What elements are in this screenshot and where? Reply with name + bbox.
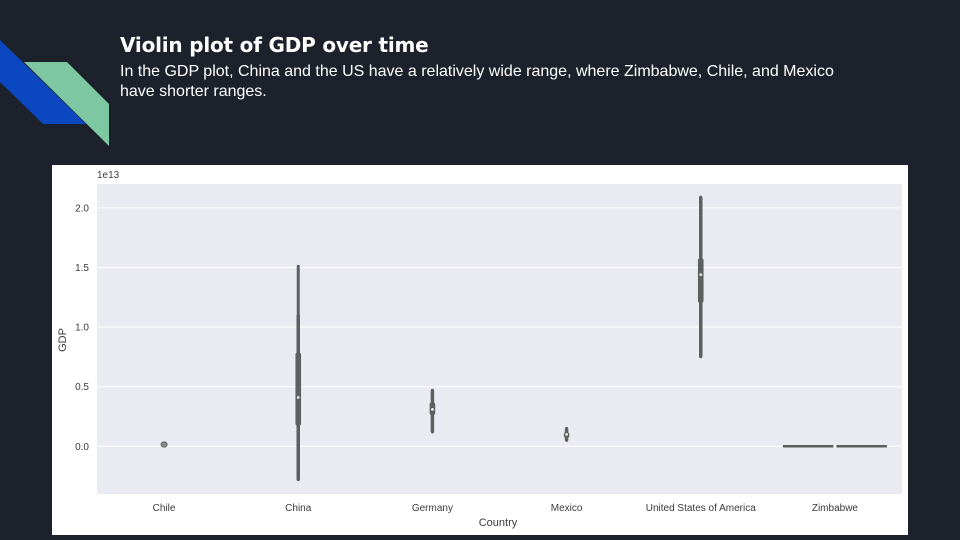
violins	[160, 195, 888, 482]
y-tick-label: 1.5	[75, 263, 89, 274]
x-tick-label: Zimbabwe	[812, 503, 859, 514]
x-tick-label: Chile	[153, 503, 176, 514]
x-tick-label: China	[285, 503, 312, 514]
median-dot	[699, 273, 703, 276]
violin-china	[295, 264, 302, 482]
blue-stripe-shape	[0, 40, 86, 124]
y-tick-labels: 0.0 0.5 1.0 1.5 2.0	[75, 203, 89, 452]
violin-mexico	[563, 426, 570, 442]
median-dot	[296, 396, 300, 399]
iqr-box	[295, 352, 302, 427]
x-tick-label: Mexico	[551, 503, 583, 514]
y-tick-label: 2.0	[75, 203, 89, 214]
y-axis-label: GDP	[57, 328, 69, 352]
slide-subtitle: In the GDP plot, China and the US have a…	[120, 63, 834, 100]
violin-united-states-of-america	[697, 195, 704, 359]
violin-chart: 0.0 0.5 1.0 1.5 2.0 Chile China Germany Mexico U…	[57, 170, 902, 529]
median-dot	[833, 444, 837, 448]
slide-title: Violin plot of GDP over time	[120, 33, 429, 57]
chart-card: 0.0 0.5 1.0 1.5 2.0 Chile China Germany Mexico U…	[52, 165, 908, 535]
green-stripe-shape	[24, 62, 109, 146]
corner-decoration	[0, 40, 109, 146]
median-dot	[565, 433, 568, 436]
violin-zimbabwe	[782, 444, 888, 448]
y-tick-label: 0.0	[75, 442, 89, 453]
violin-body	[160, 441, 168, 448]
y-scale-label: 1e13	[97, 170, 120, 181]
x-tick-labels: Chile China Germany Mexico United States of …	[153, 503, 859, 514]
x-tick-label: Germany	[412, 503, 453, 514]
median-dot	[431, 408, 434, 411]
x-tick-label: United States of America	[646, 503, 756, 514]
plot-area	[97, 184, 902, 494]
y-tick-label: 1.0	[75, 323, 89, 334]
violin-germany	[429, 388, 436, 434]
violin-chile	[160, 441, 168, 448]
gridlines	[97, 207, 902, 447]
iqr-box	[697, 257, 704, 304]
y-tick-label: 0.5	[75, 382, 89, 393]
x-axis-label: Country	[479, 517, 518, 529]
